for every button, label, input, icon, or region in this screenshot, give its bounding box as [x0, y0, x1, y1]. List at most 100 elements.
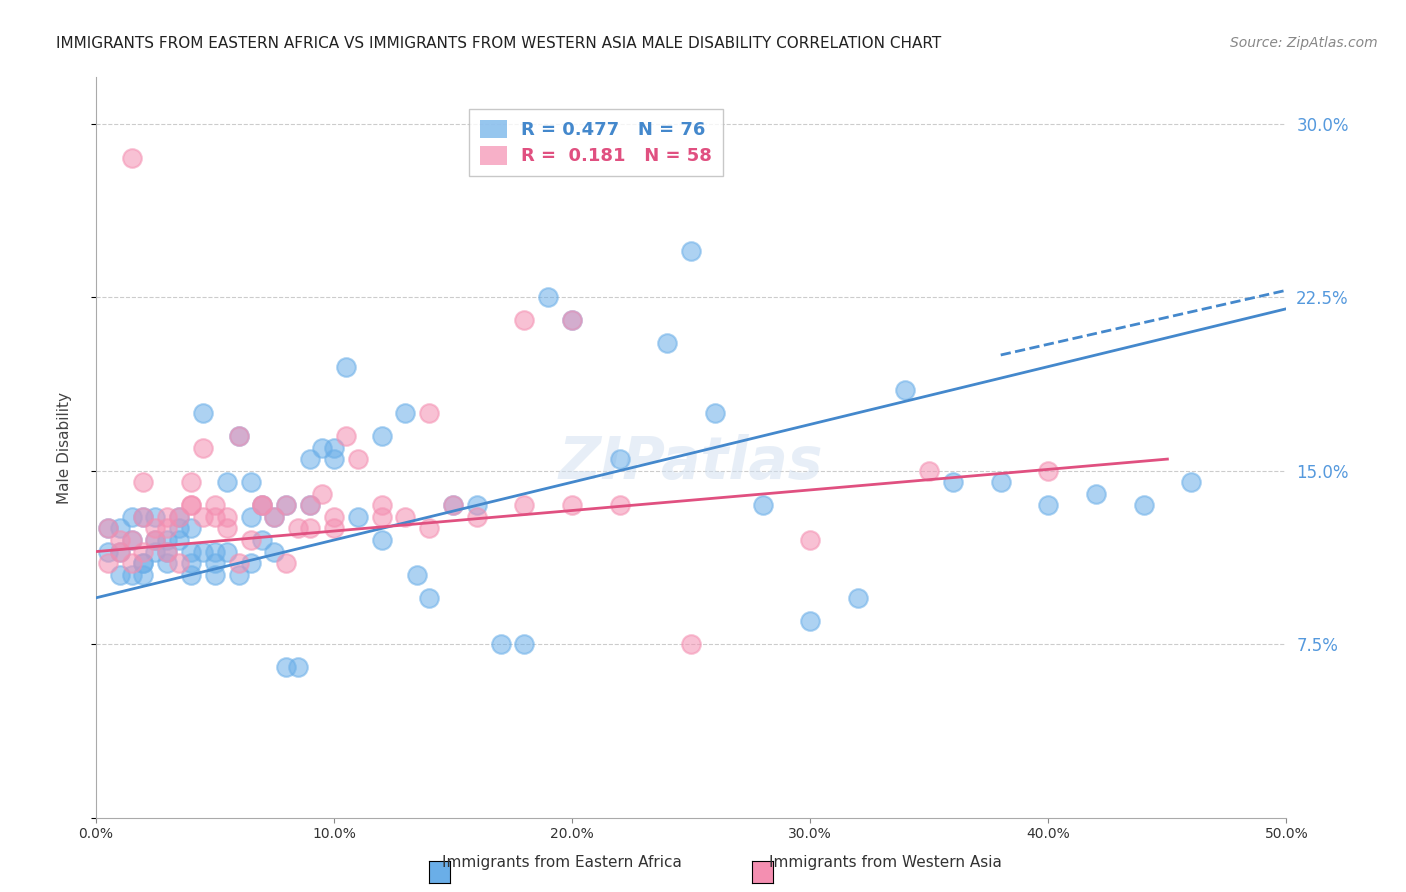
Point — [299, 521, 322, 535]
Point — [276, 499, 298, 513]
Point — [215, 475, 238, 490]
Point — [609, 499, 631, 513]
Point — [167, 509, 190, 524]
Point — [703, 406, 725, 420]
Point — [191, 441, 214, 455]
Point — [132, 567, 155, 582]
Point — [156, 556, 179, 570]
Point — [441, 499, 464, 513]
Point — [299, 499, 322, 513]
Y-axis label: Male Disability: Male Disability — [58, 392, 72, 503]
Point — [108, 544, 131, 558]
Point — [846, 591, 869, 605]
Point — [1132, 499, 1154, 513]
Point — [311, 487, 333, 501]
Point — [465, 499, 488, 513]
Point — [132, 544, 155, 558]
Point — [465, 509, 488, 524]
Point — [323, 452, 346, 467]
Point — [191, 406, 214, 420]
Point — [239, 475, 262, 490]
Point — [1180, 475, 1202, 490]
Text: Source: ZipAtlas.com: Source: ZipAtlas.com — [1230, 36, 1378, 50]
Point — [180, 521, 202, 535]
Point — [406, 567, 429, 582]
Point — [239, 509, 262, 524]
Point — [657, 336, 679, 351]
Point — [1038, 499, 1060, 513]
Point — [132, 475, 155, 490]
Point — [287, 521, 309, 535]
Point — [276, 499, 298, 513]
Point — [799, 533, 821, 547]
Point — [252, 499, 274, 513]
Point — [239, 533, 262, 547]
Point — [561, 499, 583, 513]
Point — [394, 406, 416, 420]
Point — [167, 556, 190, 570]
Point — [204, 556, 226, 570]
Point — [609, 452, 631, 467]
Point — [132, 509, 155, 524]
Point — [263, 509, 285, 524]
Point — [894, 383, 917, 397]
Point — [276, 556, 298, 570]
Point — [228, 429, 250, 443]
Point — [513, 499, 536, 513]
Point — [180, 499, 202, 513]
Point — [239, 556, 262, 570]
Point — [681, 244, 703, 258]
Point — [143, 544, 166, 558]
Point — [121, 533, 143, 547]
Point — [561, 313, 583, 327]
Point — [108, 521, 131, 535]
Point — [489, 637, 512, 651]
Point — [1038, 464, 1060, 478]
Point — [108, 544, 131, 558]
Point — [335, 429, 357, 443]
Point — [441, 499, 464, 513]
Point — [228, 567, 250, 582]
Point — [191, 509, 214, 524]
Point — [167, 509, 190, 524]
Point — [287, 660, 309, 674]
Text: ZIPatlas: ZIPatlas — [558, 434, 824, 491]
Point — [561, 313, 583, 327]
Point — [346, 452, 368, 467]
Point — [323, 509, 346, 524]
Point — [263, 509, 285, 524]
Point — [252, 499, 274, 513]
Point — [132, 556, 155, 570]
Point — [97, 521, 120, 535]
Point — [121, 556, 143, 570]
Text: Immigrants from Eastern Africa: Immigrants from Eastern Africa — [443, 855, 682, 870]
Point — [276, 660, 298, 674]
Point — [323, 441, 346, 455]
Point — [97, 521, 120, 535]
Point — [143, 509, 166, 524]
Point — [204, 544, 226, 558]
Point — [180, 567, 202, 582]
Point — [513, 313, 536, 327]
Point — [370, 509, 392, 524]
Point — [167, 533, 190, 547]
Point — [180, 544, 202, 558]
Point — [537, 290, 560, 304]
Point — [215, 544, 238, 558]
Point — [121, 567, 143, 582]
Point — [942, 475, 965, 490]
Point — [108, 567, 131, 582]
Point — [918, 464, 941, 478]
Point — [1084, 487, 1107, 501]
Point — [204, 499, 226, 513]
Legend: R = 0.477   N = 76, R =  0.181   N = 58: R = 0.477 N = 76, R = 0.181 N = 58 — [468, 109, 723, 177]
Point — [156, 544, 179, 558]
Point — [323, 521, 346, 535]
Point — [108, 533, 131, 547]
Point — [418, 591, 440, 605]
Point — [121, 533, 143, 547]
Point — [228, 556, 250, 570]
Point — [204, 567, 226, 582]
Point — [167, 521, 190, 535]
Point — [370, 499, 392, 513]
